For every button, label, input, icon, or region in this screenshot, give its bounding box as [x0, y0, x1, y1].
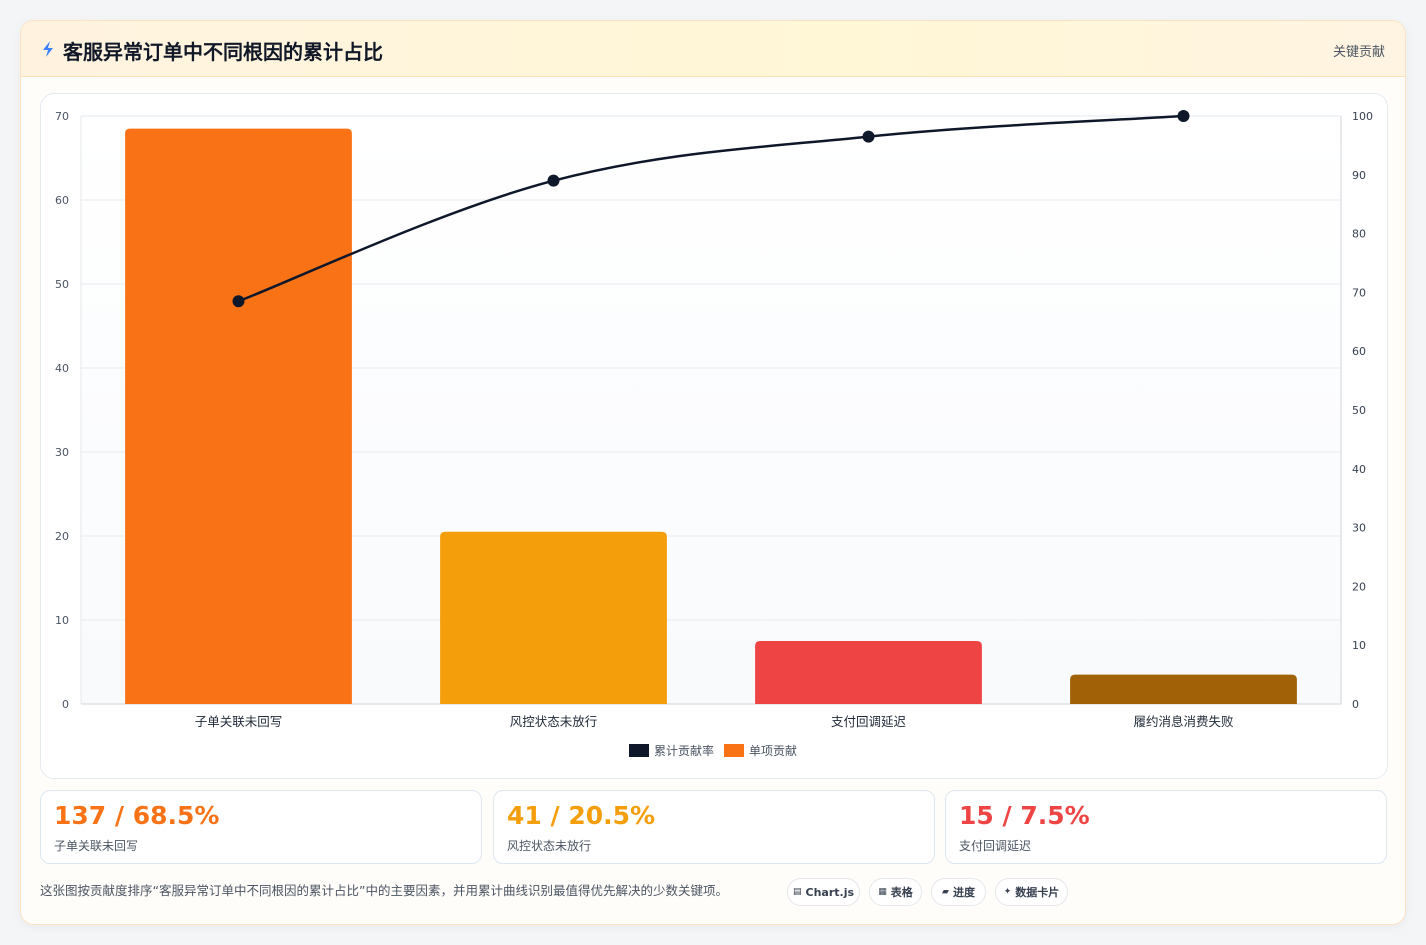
chart-description: 这张图按贡献度排序“客服异常订单中不同根因的累计占比”中的主要因素，并用累计曲线… — [40, 883, 728, 898]
bar-3 — [755, 641, 982, 704]
y-right-tick-label: 30 — [1352, 522, 1366, 535]
stat-label: 支付回调延迟 — [959, 839, 1032, 853]
chip-label: 进度 — [952, 886, 975, 899]
legend-label: 单项贡献 — [749, 743, 797, 758]
y-right-tick-label: 100 — [1352, 110, 1373, 123]
chart-title: 客服异常订单中不同根因的累计占比 — [63, 40, 383, 64]
stat-value: 137 / 68.5% — [54, 801, 220, 830]
stat-card-3: 15 / 7.5% 支付回调延迟 — [945, 790, 1387, 864]
y-left-tick-label: 0 — [62, 698, 69, 711]
y-right-tick-label: 10 — [1352, 639, 1366, 652]
y-right-tick-label: 0 — [1352, 698, 1359, 711]
y-right-tick-label: 50 — [1352, 404, 1366, 417]
sparkle-icon: ✦ — [1003, 887, 1012, 897]
chip-label: 数据卡片 — [1015, 886, 1060, 899]
bolt-icon — [43, 41, 53, 57]
key-contribution-tag: 关键贡献 — [1332, 45, 1385, 60]
bar-4 — [1070, 674, 1297, 704]
y-left-tick-label: 50 — [55, 278, 69, 291]
y-left-tick-label: 60 — [55, 194, 69, 207]
stat-card-2: 41 / 20.5% 风控状态未放行 — [493, 790, 935, 864]
y-left-tick-label: 20 — [55, 530, 69, 543]
chip-label: 表格 — [890, 886, 913, 899]
y-right-tick-label: 40 — [1352, 463, 1366, 476]
stat-card-1: 137 / 68.5% 子单关联未回写 — [40, 790, 482, 864]
legend-swatch — [629, 744, 649, 757]
bar-2 — [440, 531, 667, 704]
chart-card: 客服异常订单中不同根因的累计占比 关键贡献 0 10 20 30 40 50 60 70 0 10… — [20, 20, 1406, 925]
stat-value: 15 / 7.5% — [959, 801, 1090, 830]
stat-value: 41 / 20.5% — [507, 801, 656, 830]
cumulative-point-2 — [547, 174, 560, 187]
cumulative-line — [238, 114, 1184, 303]
y-left-tick-label: 10 — [55, 614, 69, 627]
y-right-tick-label: 20 — [1352, 580, 1366, 593]
cumulative-point-4 — [1177, 110, 1190, 122]
card-header: 客服异常订单中不同根因的累计占比 关键贡献 — [21, 21, 1405, 77]
y-right-tick-label: 70 — [1352, 286, 1366, 299]
table-icon: ▦ — [878, 887, 887, 897]
y-right-tick-label: 80 — [1352, 228, 1366, 241]
x-tick-label: 支付回调延迟 — [831, 714, 907, 729]
chip-data-card[interactable]: ✦ 数据卡片 — [995, 878, 1068, 906]
legend-label: 累计贡献率 — [654, 743, 714, 758]
x-tick-label: 子单关联未回写 — [195, 714, 283, 729]
x-tick-label: 风控状态未放行 — [510, 714, 598, 729]
cumulative-point-3 — [862, 130, 875, 143]
progress-icon: ▰ — [942, 887, 949, 897]
stat-label: 子单关联未回写 — [54, 839, 139, 853]
y-left-tick-label: 70 — [55, 110, 69, 123]
chip-chartjs[interactable]: ▤ Chart.js — [787, 878, 860, 906]
chart-icon: ▤ — [792, 887, 802, 897]
y-left-tick-label: 40 — [55, 362, 69, 375]
chip-label: Chart.js — [805, 885, 855, 899]
cumulative-point-1 — [232, 295, 245, 308]
y-left-tick-label: 30 — [55, 446, 69, 459]
chart-panel: 0 10 20 30 40 50 60 70 0 10 20 30 40 50 60 70 80 90 100 子单关… — [40, 93, 1388, 779]
chip-progress[interactable]: ▰ 进度 — [931, 878, 986, 906]
chip-table[interactable]: ▦ 表格 — [869, 878, 922, 906]
stat-label: 风控状态未放行 — [507, 839, 592, 853]
y-right-tick-label: 60 — [1352, 345, 1366, 358]
legend-swatch — [724, 744, 744, 757]
bar-1 — [125, 128, 352, 705]
pareto-chart: 0 10 20 30 40 50 60 70 0 10 20 30 40 50 60 70 80 90 100 子单关… — [55, 110, 1373, 758]
x-tick-label: 履约消息消费失败 — [1133, 714, 1234, 729]
y-right-tick-label: 90 — [1352, 169, 1366, 182]
